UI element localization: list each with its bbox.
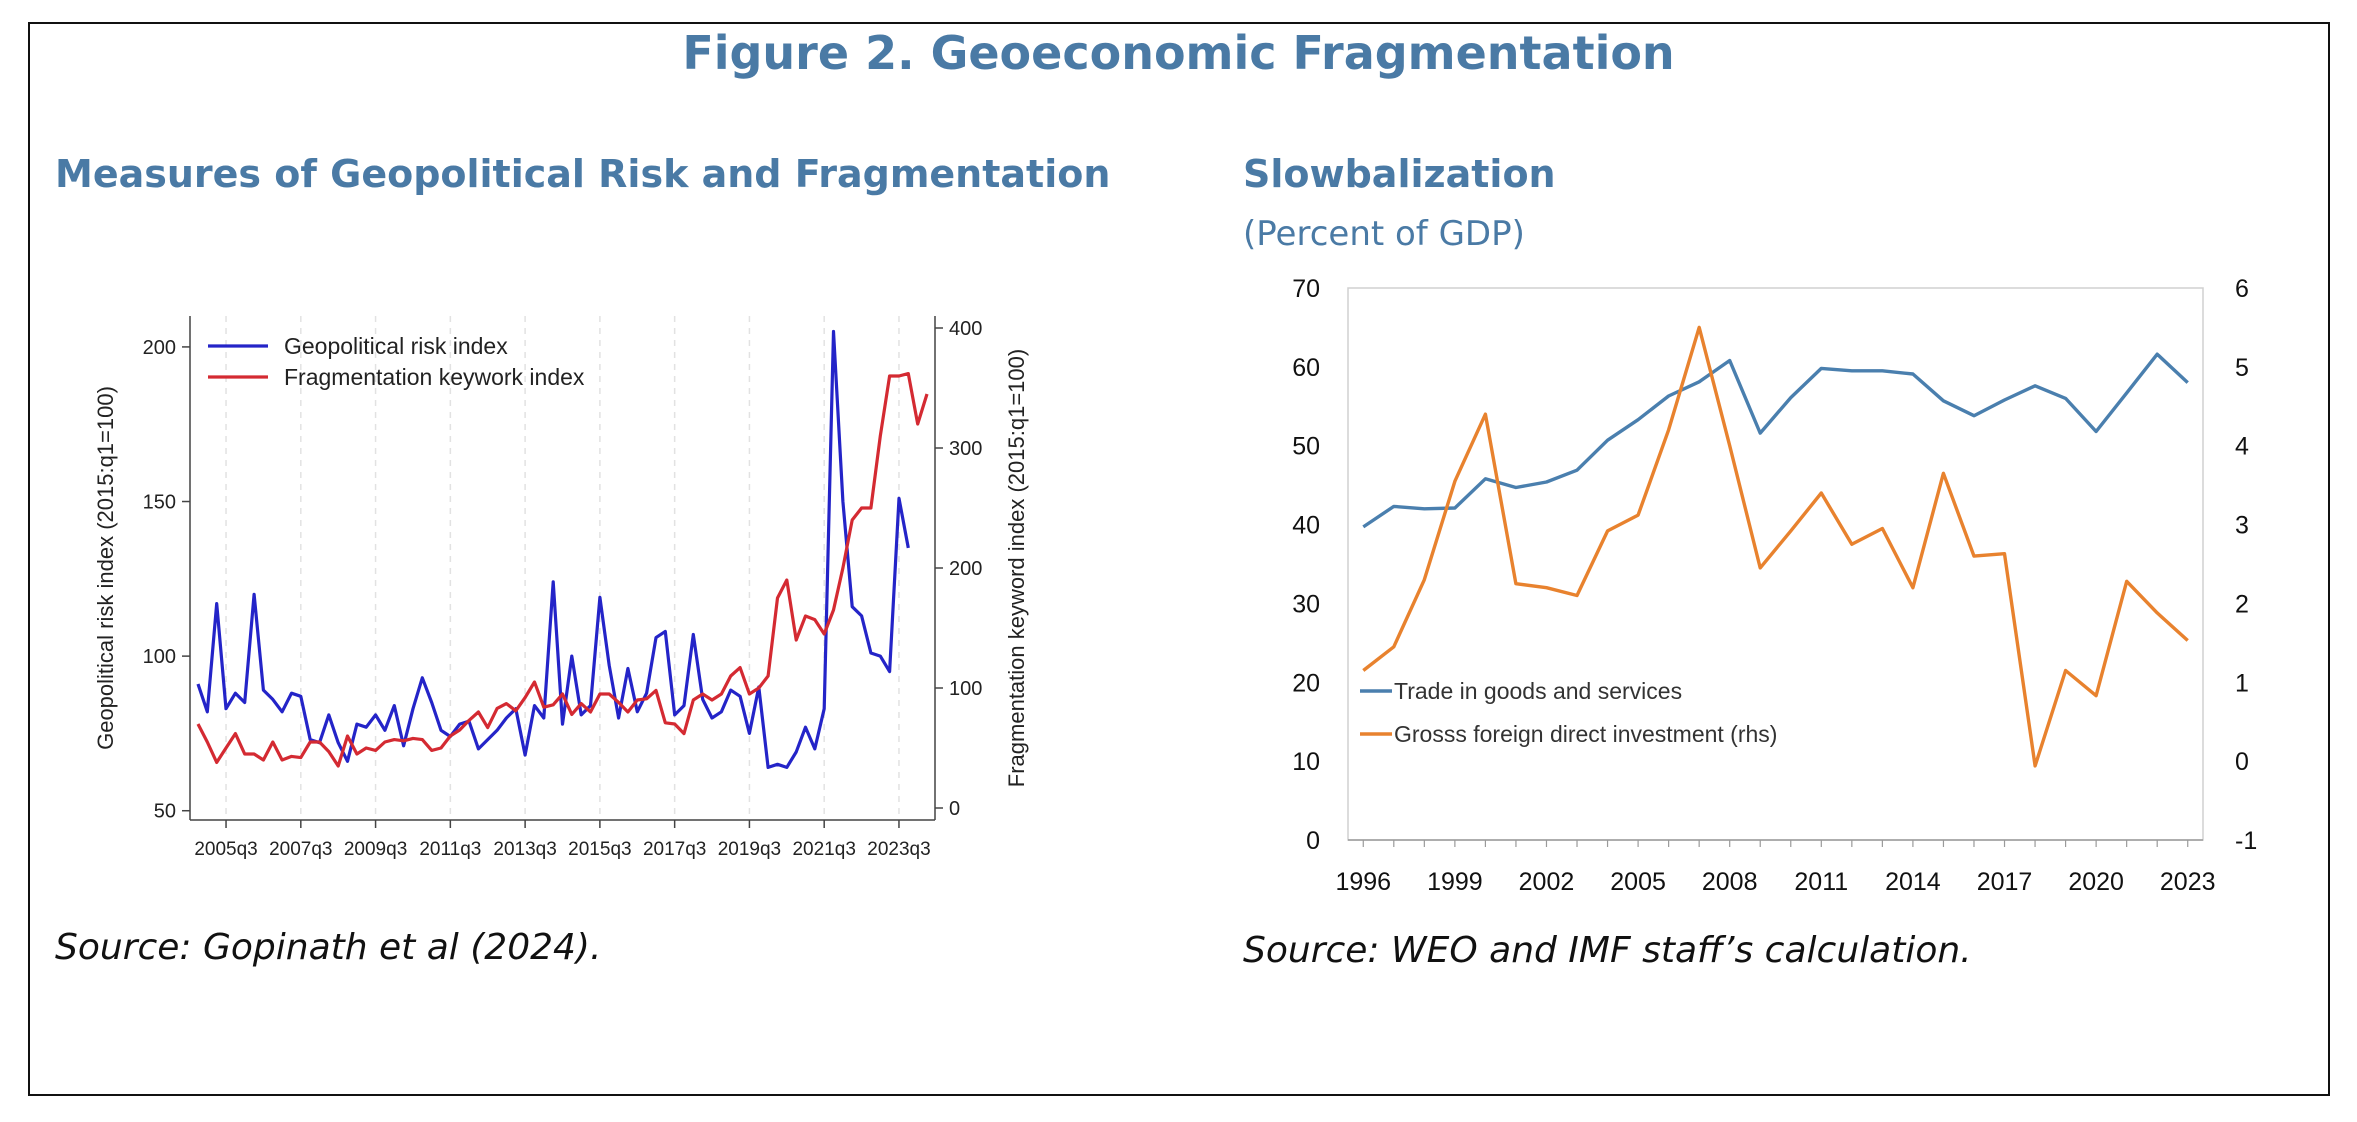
x-tick-label: 2023 (2160, 868, 2216, 896)
right-y-tick-label: 5 (2235, 354, 2249, 382)
figure-title: Figure 2. Geoeconomic Fragmentation (682, 26, 1675, 80)
left-y-tick-label: 200 (143, 337, 176, 359)
left-y-tick-label: 40 (1292, 512, 1320, 540)
left-y-tick-label: 60 (1292, 354, 1320, 382)
legend-label: Fragmentation keywork index (284, 364, 585, 390)
right-y-tick-label: 2 (2235, 590, 2249, 618)
fragmentation-keyword-line (196, 372, 929, 768)
x-tick-label: 2021q3 (792, 839, 855, 860)
left-y-tick-label: 0 (1306, 827, 1320, 855)
x-tick-label: 2005q3 (194, 839, 257, 860)
left-y-tick-label: 50 (154, 801, 176, 823)
left-y-tick-label: 10 (1292, 748, 1320, 776)
plot-border (1347, 287, 2204, 841)
x-tick-label: 2023q3 (867, 839, 930, 860)
legend-label: Trade in goods and services (1394, 678, 1682, 704)
x-tick-label: 2002 (1519, 868, 1575, 896)
right-y-tick-label: 6 (2235, 275, 2249, 303)
left-panel-title: Measures of Geopolitical Risk and Fragme… (55, 152, 1111, 196)
right-y-tick-label: 400 (949, 318, 982, 340)
right-source-note: Source: WEO and IMF staff’s calculation. (1243, 930, 1972, 971)
right-plot-area: 1996 1999 2002 2005 2008 2011 2014 2017 2020 2023… (1292, 275, 2257, 896)
x-tick-label: 1999 (1427, 868, 1483, 896)
x-tick-label: 2009q3 (344, 839, 407, 860)
right-panel-subtitle: (Percent of GDP) (1243, 214, 1525, 254)
right-y-axis-title: Fragmentation keyword index (2015:q1=100… (1004, 349, 1029, 787)
left-y-tick-label: 20 (1292, 669, 1320, 697)
fdi-line (1362, 325, 2189, 768)
left-y-tick-label: 50 (1292, 433, 1320, 461)
x-tick-label: 1996 (1335, 868, 1391, 896)
x-tick-label: 2011 (1794, 868, 1848, 896)
x-tick-label: 2014 (1885, 868, 1941, 896)
x-tick-label: 2007q3 (269, 839, 332, 860)
right-y-tick-label: 200 (949, 558, 982, 580)
x-tick-label: 2017q3 (643, 839, 706, 860)
left-y-axis-title: Geopolitical risk index (2015:q1=100) (93, 386, 118, 750)
right-y-tick-label: 3 (2235, 512, 2249, 540)
left-y-tick-label: 100 (143, 646, 176, 668)
x-tick-label: 2011q3 (419, 839, 481, 860)
left-y-tick-label: 30 (1292, 590, 1320, 618)
trade-line (1362, 352, 2189, 529)
left-y-tick-label: 70 (1292, 275, 1320, 303)
x-tick-label: 2008 (1702, 868, 1758, 896)
x-tick-label: 2019q3 (718, 839, 781, 860)
legend-label: Geopolitical risk index (284, 333, 508, 359)
legend-label: Grosss foreign direct investment (rhs) (1394, 721, 1777, 747)
left-y-tick-label: 150 (143, 492, 176, 514)
x-tick-label: 2013q3 (493, 839, 556, 860)
right-y-tick-label: 100 (949, 678, 982, 700)
right-y-tick-label: 1 (2235, 669, 2249, 697)
x-tick-label: 2020 (2068, 868, 2124, 896)
x-tick-label: 2005 (1610, 868, 1666, 896)
x-tick-label: 2015q3 (568, 839, 631, 860)
x-tick-label: 2017 (1977, 868, 2033, 896)
left-source-note: Source: Gopinath et al (2024). (55, 927, 602, 968)
right-panel-title: Slowbalization (1243, 152, 1556, 196)
right-y-tick-label: 0 (2235, 748, 2249, 776)
right-y-tick-label: -1 (2235, 827, 2257, 855)
right-y-tick-label: 4 (2235, 433, 2249, 461)
left-plot-area: 2005q3 2007q3 2009q3 2011q3 2013q3 2015q3 2017… (143, 316, 982, 860)
figure-frame (28, 22, 2330, 1096)
right-y-tick-label: 300 (949, 438, 982, 460)
right-y-tick-label: 0 (949, 798, 960, 820)
